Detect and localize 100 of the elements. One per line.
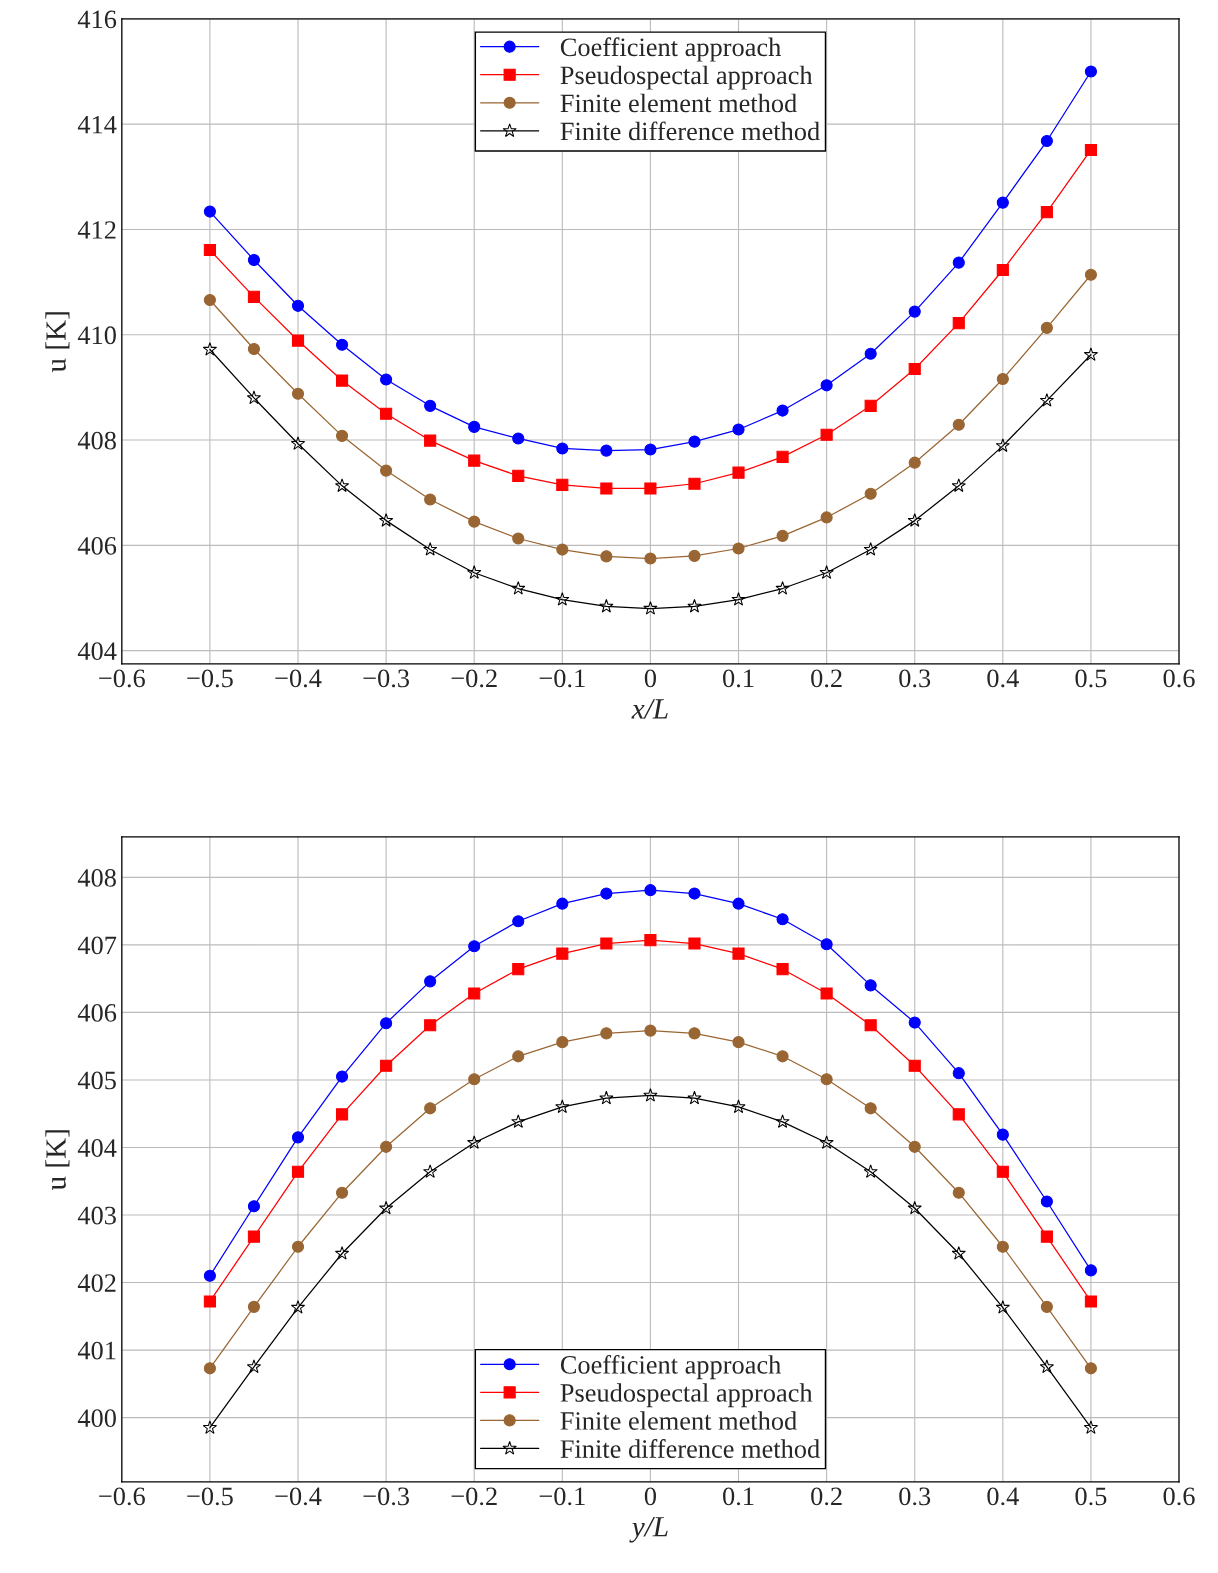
point bbox=[335, 1070, 349, 1083]
point bbox=[378, 513, 394, 527]
point bbox=[512, 432, 525, 445]
point bbox=[688, 887, 701, 900]
point bbox=[424, 1019, 437, 1032]
point bbox=[1084, 1295, 1097, 1308]
legend-label: Pseudospectal approach bbox=[560, 1383, 813, 1408]
point bbox=[600, 444, 613, 457]
x-tick-label: 0.3 bbox=[899, 1487, 931, 1506]
y-axis-title: u [K] bbox=[45, 312, 70, 373]
point bbox=[996, 263, 1009, 277]
point bbox=[908, 305, 921, 318]
point bbox=[380, 1140, 393, 1153]
point bbox=[599, 1090, 614, 1105]
point bbox=[600, 482, 613, 495]
point bbox=[864, 1102, 877, 1115]
x-tick-label: 0.6 bbox=[1163, 669, 1195, 688]
point bbox=[1084, 143, 1097, 157]
point bbox=[687, 598, 702, 613]
x-axis-title: x/L bbox=[631, 699, 668, 719]
point bbox=[512, 915, 525, 928]
y-tick-label: 412 bbox=[77, 221, 116, 239]
point bbox=[996, 372, 1009, 386]
y-tick-label: 403 bbox=[77, 1206, 116, 1225]
point bbox=[643, 601, 658, 615]
point bbox=[203, 293, 216, 307]
legend-label: Finite element method bbox=[560, 93, 797, 113]
point bbox=[380, 407, 393, 420]
point bbox=[819, 1135, 834, 1149]
x-tick-label: −0.1 bbox=[539, 1487, 585, 1506]
y-tick-label: 406 bbox=[77, 1004, 117, 1022]
point bbox=[335, 1186, 349, 1199]
point bbox=[864, 487, 877, 500]
point bbox=[995, 438, 1010, 452]
point bbox=[952, 1067, 965, 1080]
point bbox=[732, 947, 745, 960]
y-tick-label: 408 bbox=[77, 431, 116, 450]
y-tick-label: 414 bbox=[77, 115, 117, 134]
point bbox=[600, 887, 613, 900]
point bbox=[952, 1108, 965, 1121]
point bbox=[424, 434, 437, 447]
point bbox=[820, 938, 833, 951]
point bbox=[380, 373, 393, 386]
x-tick-label: −0.5 bbox=[187, 1487, 233, 1506]
point bbox=[555, 592, 570, 606]
point bbox=[468, 987, 481, 1000]
point bbox=[776, 450, 789, 463]
point bbox=[380, 464, 393, 477]
point bbox=[380, 1017, 393, 1030]
x-tick-label: 0.2 bbox=[811, 669, 842, 688]
point bbox=[511, 581, 526, 595]
point bbox=[776, 404, 789, 417]
point bbox=[380, 1059, 393, 1072]
point bbox=[599, 598, 614, 613]
point bbox=[203, 1295, 216, 1308]
point bbox=[511, 1114, 526, 1128]
point bbox=[952, 256, 965, 269]
point bbox=[776, 913, 789, 926]
point bbox=[907, 513, 922, 527]
point bbox=[291, 1240, 305, 1253]
point bbox=[908, 1059, 921, 1072]
point bbox=[423, 542, 438, 556]
point bbox=[468, 454, 481, 467]
point bbox=[952, 317, 965, 330]
legend-label: Coefficient approach bbox=[560, 1354, 781, 1380]
legend-label: Pseudospectal approach bbox=[560, 65, 813, 90]
point bbox=[907, 1200, 922, 1215]
point bbox=[820, 511, 833, 524]
y-tick-label: 407 bbox=[77, 936, 117, 955]
y-tick-label: 405 bbox=[77, 1071, 116, 1090]
legend-label: Coefficient approach bbox=[560, 37, 781, 62]
point bbox=[863, 1164, 878, 1178]
point bbox=[732, 423, 745, 436]
x-tick-label: 0 bbox=[644, 1487, 656, 1506]
point bbox=[688, 549, 701, 562]
x-tick-label: 0.5 bbox=[1075, 669, 1107, 688]
point bbox=[1083, 1420, 1099, 1434]
point bbox=[643, 1088, 658, 1102]
point bbox=[556, 478, 569, 491]
point bbox=[512, 532, 525, 545]
point bbox=[688, 1027, 701, 1040]
point bbox=[335, 429, 349, 442]
legend-label: Finite element method bbox=[560, 1411, 797, 1430]
point bbox=[864, 979, 877, 992]
point bbox=[908, 362, 921, 376]
point bbox=[246, 1359, 262, 1374]
x-tick-label: 0.3 bbox=[899, 669, 931, 688]
point bbox=[1040, 1230, 1053, 1243]
point bbox=[863, 542, 878, 556]
point bbox=[908, 1140, 921, 1153]
y-axis-title: u [K] bbox=[45, 1130, 70, 1191]
y-tick-label: 404 bbox=[77, 642, 117, 661]
y-tick-label: 404 bbox=[77, 1139, 117, 1157]
point bbox=[952, 418, 965, 431]
point bbox=[247, 342, 261, 356]
point bbox=[951, 1246, 966, 1260]
point bbox=[512, 469, 525, 482]
point bbox=[203, 1269, 216, 1282]
y-tick-label: 400 bbox=[77, 1409, 116, 1428]
point bbox=[820, 379, 833, 392]
